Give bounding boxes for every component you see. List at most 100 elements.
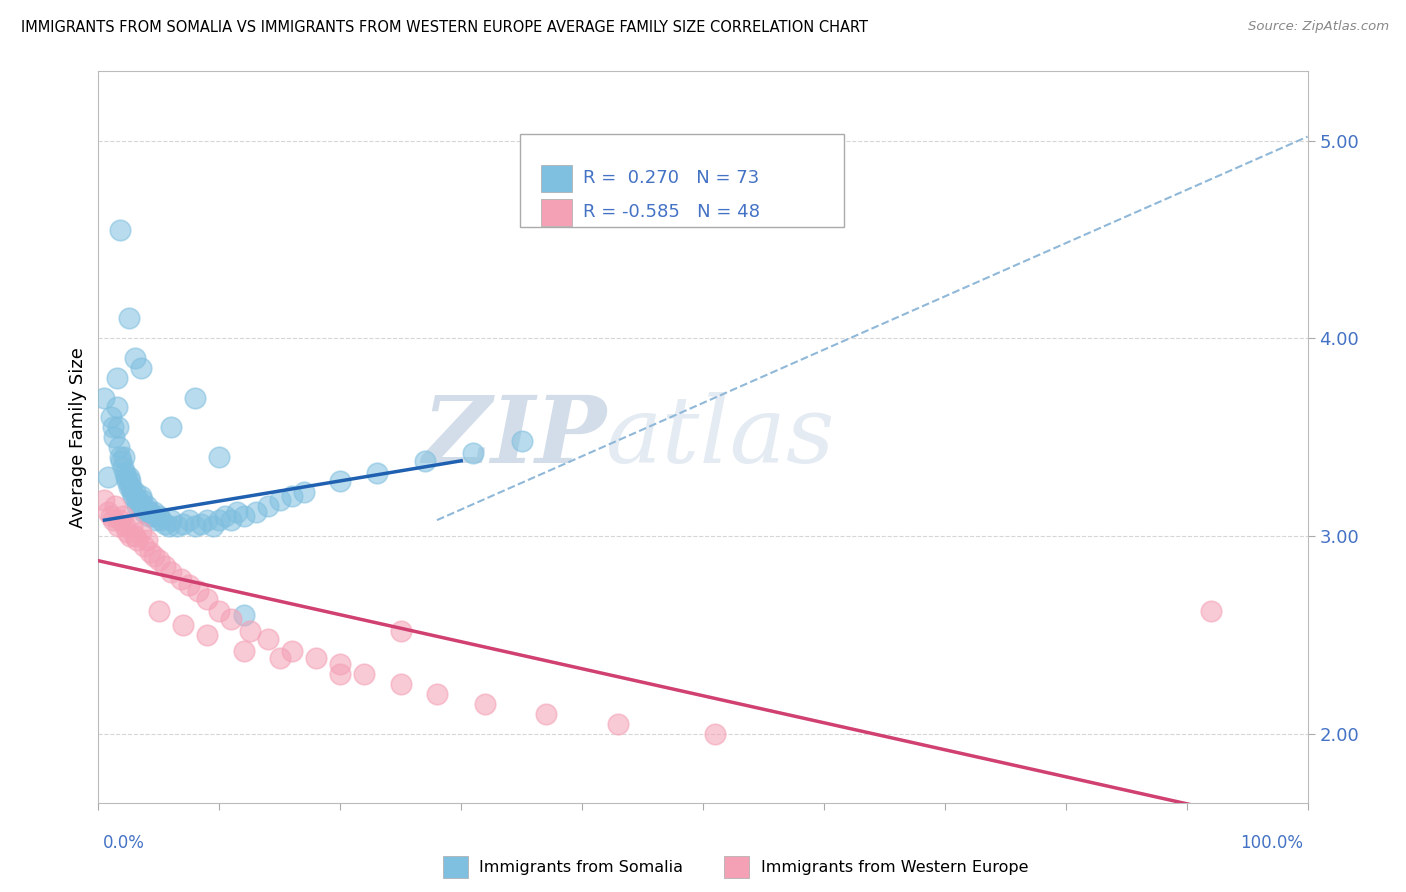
Point	[389, 624, 412, 638]
Point	[153, 558, 176, 573]
Point	[120, 479, 142, 493]
Point	[160, 420, 183, 434]
Point	[107, 519, 129, 533]
Text: 100.0%: 100.0%	[1240, 834, 1303, 852]
Point	[389, 677, 412, 691]
Text: atlas: atlas	[606, 392, 835, 482]
Point	[160, 565, 183, 579]
Point	[118, 469, 141, 483]
Point	[256, 632, 278, 646]
Point	[115, 469, 138, 483]
Point	[101, 513, 124, 527]
Point	[125, 493, 148, 508]
Point	[474, 697, 496, 711]
Point	[143, 505, 166, 519]
Point	[329, 657, 352, 672]
Text: IMMIGRANTS FROM SOMALIA VS IMMIGRANTS FROM WESTERN EUROPE AVERAGE FAMILY SIZE CO: IMMIGRANTS FROM SOMALIA VS IMMIGRANTS FR…	[21, 20, 868, 35]
Point	[195, 592, 218, 607]
Point	[184, 391, 207, 405]
Point	[226, 505, 249, 519]
Text: R =  0.270   N = 73: R = 0.270 N = 73	[583, 169, 759, 187]
Point	[305, 651, 328, 665]
Point	[136, 505, 159, 519]
Point	[129, 489, 152, 503]
Point	[138, 509, 160, 524]
Point	[157, 519, 180, 533]
Point	[179, 513, 201, 527]
Point	[214, 509, 236, 524]
Point	[114, 466, 136, 480]
Point	[142, 509, 165, 524]
Point	[150, 513, 173, 527]
Point	[195, 628, 218, 642]
Point	[353, 667, 375, 681]
Point	[166, 519, 188, 533]
Point	[413, 454, 436, 468]
Point	[232, 509, 254, 524]
Point	[239, 624, 262, 638]
Point	[108, 440, 131, 454]
Text: ZIP: ZIP	[422, 392, 606, 482]
Point	[221, 612, 243, 626]
Point	[1199, 604, 1222, 618]
Point	[190, 517, 212, 532]
Point	[93, 493, 115, 508]
Point	[534, 706, 557, 721]
Point	[103, 430, 125, 444]
Point	[101, 420, 124, 434]
Text: R = -0.585   N = 48: R = -0.585 N = 48	[583, 203, 761, 221]
Point	[292, 485, 315, 500]
Point	[139, 545, 162, 559]
Point	[221, 513, 243, 527]
Point	[187, 584, 209, 599]
Point	[134, 505, 156, 519]
Point	[112, 450, 135, 464]
Point	[127, 533, 149, 547]
Point	[108, 222, 131, 236]
Point	[118, 529, 141, 543]
Point	[153, 517, 176, 532]
Point	[169, 573, 191, 587]
Point	[114, 519, 136, 533]
Point	[118, 474, 141, 488]
Point	[97, 469, 120, 483]
Point	[105, 371, 128, 385]
Point	[281, 489, 304, 503]
Point	[143, 549, 166, 563]
Y-axis label: Average Family Size: Average Family Size	[69, 347, 87, 527]
Text: Source: ZipAtlas.com: Source: ZipAtlas.com	[1249, 20, 1389, 33]
Point	[128, 500, 150, 514]
Point	[127, 493, 149, 508]
Point	[607, 716, 630, 731]
Point	[232, 607, 254, 622]
Point	[208, 604, 231, 618]
Point	[704, 726, 727, 740]
Point	[256, 500, 278, 514]
Point	[329, 474, 352, 488]
Point	[107, 420, 129, 434]
Text: 0.0%: 0.0%	[103, 834, 145, 852]
Point	[269, 651, 291, 665]
Point	[329, 667, 352, 681]
Point	[195, 513, 218, 527]
Point	[208, 513, 231, 527]
Point	[121, 485, 143, 500]
Point	[208, 450, 231, 464]
Point	[139, 505, 162, 519]
Text: Immigrants from Western Europe: Immigrants from Western Europe	[761, 860, 1028, 874]
Point	[148, 509, 170, 524]
Point	[124, 351, 146, 365]
Point	[124, 529, 146, 543]
Point	[129, 524, 152, 539]
Point	[111, 509, 134, 524]
Point	[172, 517, 194, 532]
Point	[132, 500, 155, 514]
Point	[105, 401, 128, 415]
Point	[104, 500, 127, 514]
Point	[100, 509, 122, 524]
Point	[127, 500, 149, 514]
Point	[135, 500, 157, 514]
Point	[148, 552, 170, 566]
Point	[232, 643, 254, 657]
Point	[179, 578, 201, 592]
